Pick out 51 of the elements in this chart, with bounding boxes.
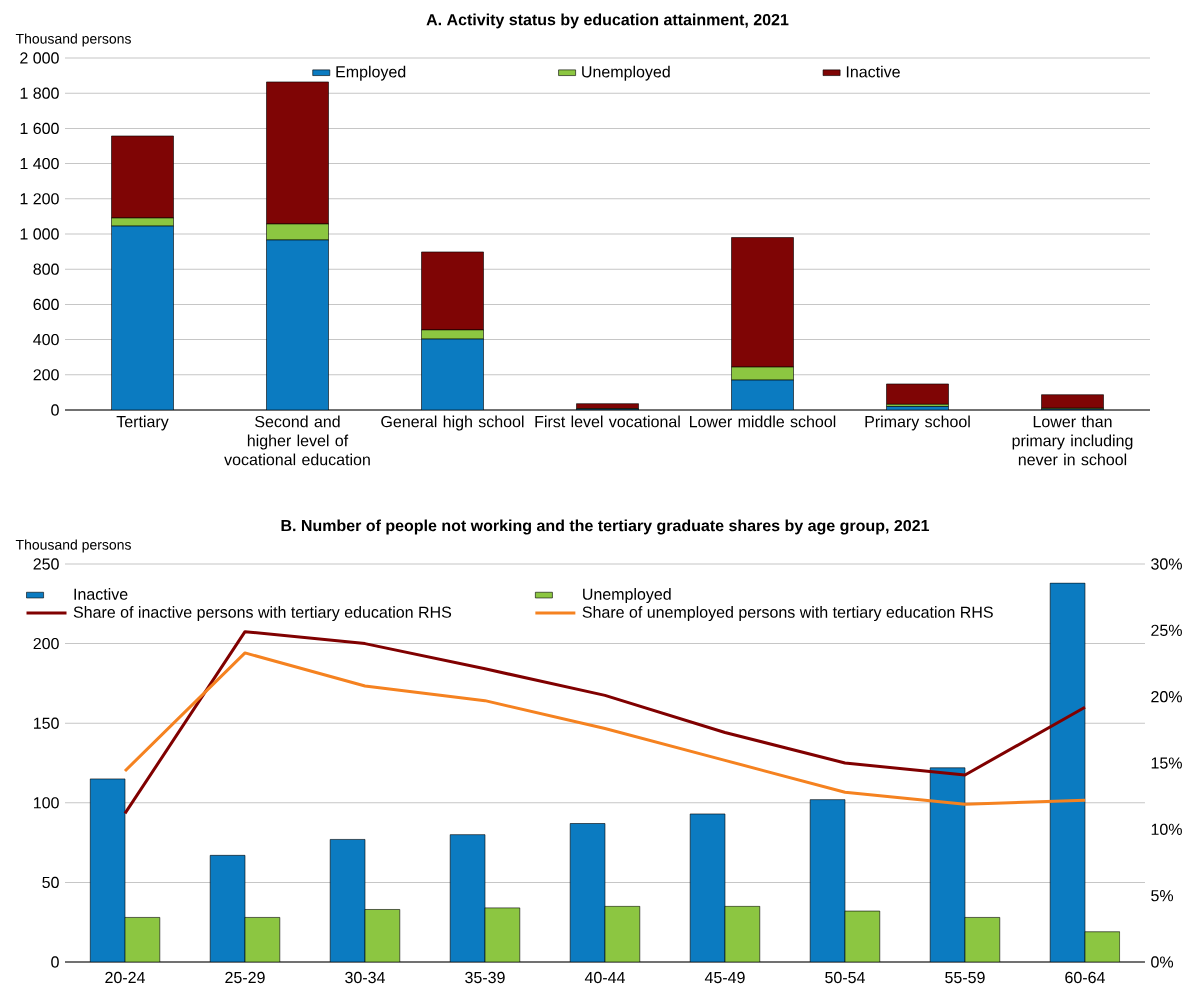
x-tick-label: 55-59 — [945, 971, 985, 984]
y-tick-label: 200 — [33, 369, 59, 381]
y-tick-label: 600 — [33, 298, 59, 311]
x-tick-label: 30-34 — [345, 971, 385, 984]
y2-tick-label: 15% — [1151, 757, 1182, 769]
y-tick-label: 1 600 — [20, 122, 59, 135]
y-tick-label: 1 000 — [20, 228, 59, 240]
y-tick-label: 1 400 — [20, 157, 59, 170]
x-tick-label: Second and higher level of vocational education — [224, 415, 370, 466]
x-tick-label: Lower than primary including never in school — [1012, 415, 1133, 466]
y-tick-label: 1 200 — [20, 193, 59, 205]
legend-label: Unemployed — [583, 588, 671, 604]
legend-label: Inactive — [846, 65, 900, 78]
y-tick-label: 200 — [33, 637, 59, 650]
y-axis-title: Thousand persons — [15, 539, 131, 553]
x-tick-label: 60-64 — [1065, 971, 1105, 984]
legend-label: Employed — [336, 65, 406, 81]
legend-label: Inactive — [74, 588, 128, 600]
x-tick-label: 35-39 — [465, 971, 505, 984]
y-tick-label: 100 — [34, 797, 59, 809]
y2-tick-label: 10% — [1151, 823, 1182, 836]
y2-tick-label: 20% — [1151, 691, 1182, 703]
y-tick-label: 400 — [33, 333, 59, 346]
legend-label: Share of inactive persons with tertiary education RHS — [73, 606, 452, 622]
x-tick-label: Primary school — [865, 415, 970, 431]
legend-label: Unemployed — [582, 65, 670, 81]
x-tick-label: 20-24 — [105, 971, 145, 984]
y-tick-label: 2 000 — [20, 52, 59, 64]
x-tick-label: Lower middle school — [690, 415, 836, 428]
x-tick-label: 45-49 — [704, 971, 745, 984]
legend-label: Share of unemployed persons with tertiary education RHS — [582, 606, 993, 622]
y-tick-label: 0 — [51, 956, 59, 968]
y-tick-label: 50 — [42, 876, 59, 889]
y-axis-title: Thousand persons — [15, 33, 131, 47]
x-tick-label: 40-44 — [584, 971, 625, 984]
y-tick-label: 800 — [33, 263, 59, 275]
x-tick-label: First level vocational — [535, 415, 680, 428]
y-tick-label: 250 — [33, 558, 59, 570]
y-tick-label: 150 — [34, 717, 59, 729]
chart-title: A. Activity status by education attainment, 2021 — [426, 13, 789, 29]
x-tick-label: General high school — [381, 415, 524, 431]
y2-tick-label: 0% — [1151, 956, 1174, 968]
y-tick-label: 0 — [51, 404, 59, 416]
x-tick-label: Tertiary — [116, 415, 169, 431]
y-tick-label: 1 800 — [20, 87, 59, 99]
x-tick-label: 50-54 — [825, 971, 865, 984]
y2-tick-label: 5% — [1151, 890, 1174, 902]
x-tick-label: 25-29 — [225, 971, 265, 984]
y2-tick-label: 30% — [1151, 558, 1182, 570]
chart-title: B. Number of people not working and the tertiary graduate shares by age group, 2021 — [281, 519, 930, 535]
y2-tick-label: 25% — [1151, 624, 1182, 637]
